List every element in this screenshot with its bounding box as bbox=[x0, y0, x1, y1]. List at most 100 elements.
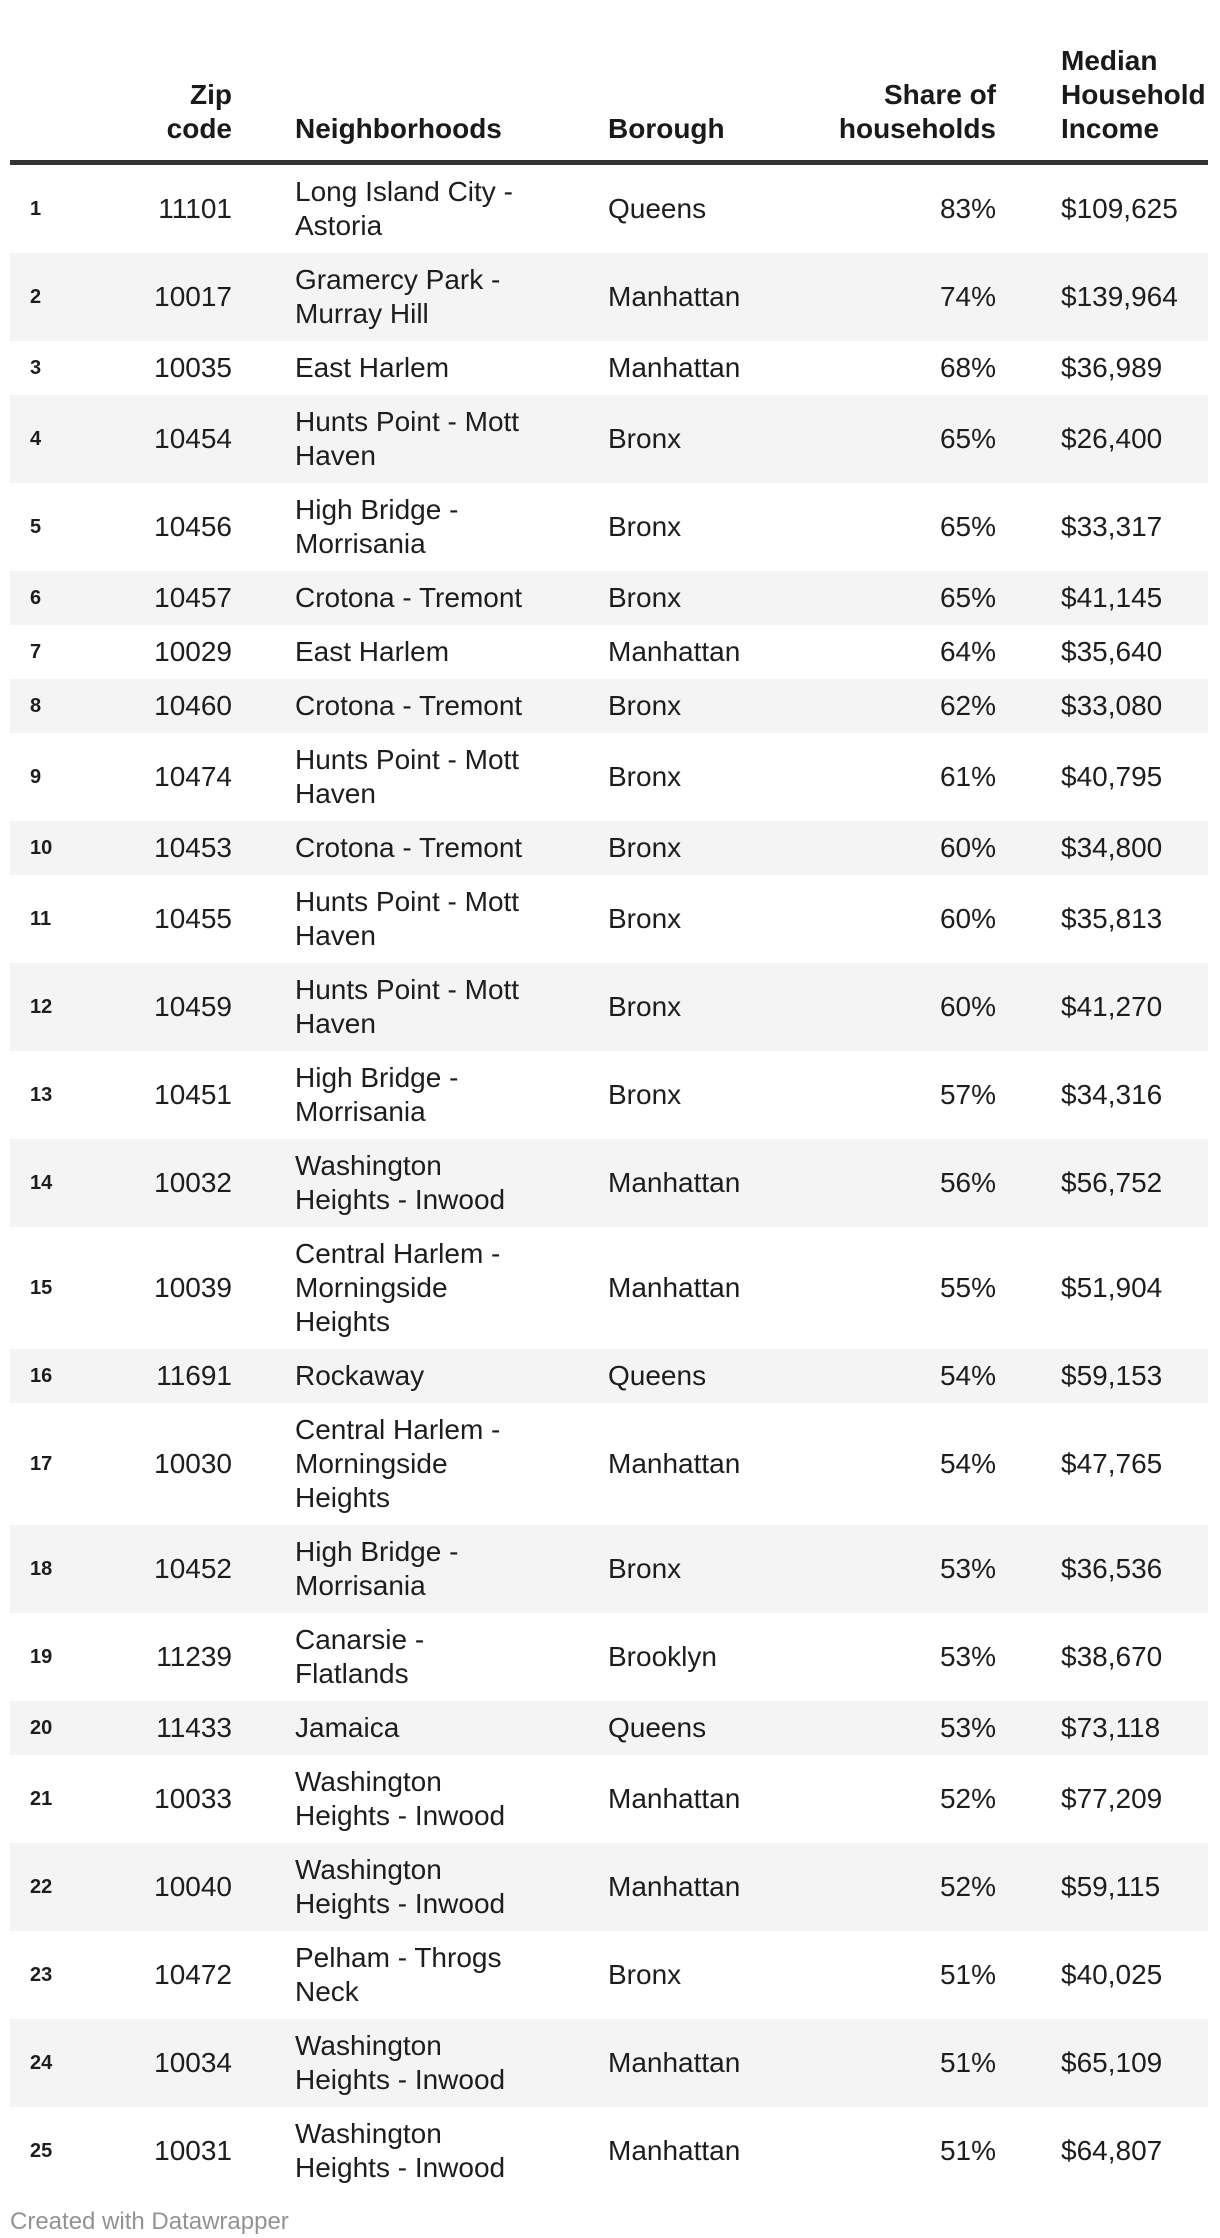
cell-share-of-households: 83% bbox=[939, 193, 996, 224]
cell-zip-code: 10040 bbox=[154, 1871, 232, 1902]
table-row: 20 11433 Jamaica Queens 53% $73,118 bbox=[10, 1701, 1208, 1755]
cell-zip-code: 11433 bbox=[156, 1712, 232, 1743]
cell-neighborhood: Crotona - Tremont bbox=[295, 690, 523, 721]
cell-rank: 15 bbox=[30, 1277, 53, 1299]
cell-neighborhood: East Harlem bbox=[295, 352, 450, 383]
cell-borough: Manhattan bbox=[608, 281, 741, 312]
cell-zip-code: 10474 bbox=[154, 761, 232, 792]
cell-share-of-households: 52% bbox=[939, 1871, 996, 1902]
table-row: 22 10040 Washington Heights - Inwood Man… bbox=[10, 1843, 1208, 1931]
cell-neighborhood: Washington Heights - Inwood bbox=[295, 1150, 506, 1215]
cell-borough: Bronx bbox=[608, 903, 682, 934]
cell-zip-code: 10035 bbox=[154, 352, 232, 383]
cell-zip-code: 10456 bbox=[154, 511, 232, 542]
cell-neighborhood: Crotona - Tremont bbox=[295, 582, 523, 613]
table-row: 4 10454 Hunts Point - Mott Haven Bronx 6… bbox=[10, 395, 1208, 483]
cell-rank: 1 bbox=[30, 198, 42, 220]
cell-neighborhood: Long Island City - Astoria bbox=[295, 176, 513, 241]
table-row: 2 10017 Gramercy Park - Murray Hill Manh… bbox=[10, 253, 1208, 341]
cell-median-income: $35,640 bbox=[1061, 636, 1163, 667]
cell-rank: 2 bbox=[30, 286, 42, 308]
column-header-rank bbox=[10, 0, 130, 165]
cell-borough: Bronx bbox=[608, 991, 682, 1022]
cell-median-income: $77,209 bbox=[1061, 1783, 1163, 1814]
cell-median-income: $41,270 bbox=[1061, 991, 1163, 1022]
cell-neighborhood: Washington Heights - Inwood bbox=[295, 2030, 506, 2095]
cell-median-income: $139,964 bbox=[1061, 281, 1178, 312]
datawrapper-credit-link[interactable]: Created with Datawrapper bbox=[10, 2208, 289, 2235]
cell-rank: 18 bbox=[30, 1558, 53, 1580]
cell-median-income: $73,118 bbox=[1061, 1712, 1161, 1743]
cell-borough: Manhattan bbox=[608, 2047, 741, 2078]
cell-zip-code: 10452 bbox=[154, 1553, 232, 1584]
zip-code-income-table: Zip code Neighborhoods Borough Share of … bbox=[10, 0, 1208, 2195]
cell-borough: Manhattan bbox=[608, 1167, 741, 1198]
cell-rank: 19 bbox=[30, 1646, 53, 1668]
cell-rank: 3 bbox=[30, 357, 42, 379]
table-row: 19 11239 Canarsie - Flatlands Brooklyn 5… bbox=[10, 1613, 1208, 1701]
table-row: 1 11101 Long Island City - Astoria Queen… bbox=[10, 163, 1208, 254]
cell-rank: 16 bbox=[30, 1365, 53, 1387]
table-row: 6 10457 Crotona - Tremont Bronx 65% $41,… bbox=[10, 571, 1208, 625]
cell-neighborhood: Gramercy Park - Murray Hill bbox=[295, 264, 501, 329]
cell-neighborhood: High Bridge - Morrisania bbox=[295, 1062, 459, 1127]
cell-median-income: $40,025 bbox=[1061, 1959, 1163, 1990]
cell-rank: 12 bbox=[30, 996, 53, 1018]
cell-borough: Queens bbox=[608, 1712, 707, 1743]
table-row: 23 10472 Pelham - Throgs Neck Bronx 51% … bbox=[10, 1931, 1208, 2019]
cell-neighborhood: Crotona - Tremont bbox=[295, 832, 523, 863]
cell-rank: 25 bbox=[30, 2140, 53, 2162]
cell-borough: Bronx bbox=[608, 1079, 682, 1110]
cell-share-of-households: 51% bbox=[939, 1959, 996, 1990]
cell-rank: 5 bbox=[30, 516, 42, 538]
cell-median-income: $47,765 bbox=[1061, 1448, 1163, 1479]
cell-share-of-households: 53% bbox=[939, 1553, 996, 1584]
table-header: Zip code Neighborhoods Borough Share of … bbox=[10, 0, 1208, 165]
cell-zip-code: 10033 bbox=[154, 1783, 232, 1814]
table-row: 25 10031 Washington Heights - Inwood Man… bbox=[10, 2107, 1208, 2195]
cell-neighborhood: Hunts Point - Mott Haven bbox=[295, 744, 520, 809]
cell-zip-code: 10453 bbox=[154, 832, 232, 863]
cell-median-income: $33,317 bbox=[1061, 511, 1163, 542]
cell-neighborhood: Washington Heights - Inwood bbox=[295, 1766, 506, 1831]
cell-share-of-households: 52% bbox=[939, 1783, 996, 1814]
column-header-borough: Borough bbox=[538, 0, 788, 165]
cell-share-of-households: 51% bbox=[939, 2135, 996, 2166]
cell-rank: 11 bbox=[30, 908, 52, 930]
table-row: 10 10453 Crotona - Tremont Bronx 60% $34… bbox=[10, 821, 1208, 875]
column-header-neighborhoods: Neighborhoods bbox=[242, 0, 538, 165]
cell-zip-code: 10032 bbox=[154, 1167, 232, 1198]
cell-rank: 9 bbox=[30, 766, 42, 788]
cell-neighborhood: East Harlem bbox=[295, 636, 450, 667]
cell-median-income: $59,115 bbox=[1061, 1871, 1161, 1902]
column-header-median-income: Median Household Income bbox=[996, 0, 1208, 165]
cell-borough: Manhattan bbox=[608, 1783, 741, 1814]
cell-borough: Manhattan bbox=[608, 2135, 741, 2166]
cell-borough: Bronx bbox=[608, 690, 682, 721]
cell-neighborhood: Central Harlem - Morningside Heights bbox=[295, 1414, 501, 1513]
header-row: Zip code Neighborhoods Borough Share of … bbox=[10, 0, 1208, 165]
cell-borough: Manhattan bbox=[608, 636, 741, 667]
table-row: 14 10032 Washington Heights - Inwood Man… bbox=[10, 1139, 1208, 1227]
cell-zip-code: 10029 bbox=[154, 636, 232, 667]
cell-rank: 13 bbox=[30, 1084, 53, 1106]
cell-median-income: $64,807 bbox=[1061, 2135, 1163, 2166]
cell-borough: Manhattan bbox=[608, 352, 741, 383]
cell-rank: 17 bbox=[30, 1453, 53, 1475]
cell-zip-code: 10472 bbox=[154, 1959, 232, 1990]
cell-neighborhood: Hunts Point - Mott Haven bbox=[295, 886, 520, 951]
cell-zip-code: 11691 bbox=[156, 1360, 232, 1391]
cell-rank: 10 bbox=[30, 837, 53, 859]
cell-rank: 24 bbox=[30, 2052, 53, 2074]
table-row: 18 10452 High Bridge - Morrisania Bronx … bbox=[10, 1525, 1208, 1613]
cell-rank: 4 bbox=[30, 428, 42, 450]
table-row: 13 10451 High Bridge - Morrisania Bronx … bbox=[10, 1051, 1208, 1139]
cell-rank: 8 bbox=[30, 695, 42, 717]
table-row: 7 10029 East Harlem Manhattan 64% $35,64… bbox=[10, 625, 1208, 679]
cell-zip-code: 10454 bbox=[154, 423, 232, 454]
cell-neighborhood: Pelham - Throgs Neck bbox=[295, 1942, 502, 2007]
cell-share-of-households: 55% bbox=[939, 1272, 996, 1303]
table-row: 16 11691 Rockaway Queens 54% $59,153 bbox=[10, 1349, 1208, 1403]
cell-rank: 14 bbox=[30, 1172, 53, 1194]
